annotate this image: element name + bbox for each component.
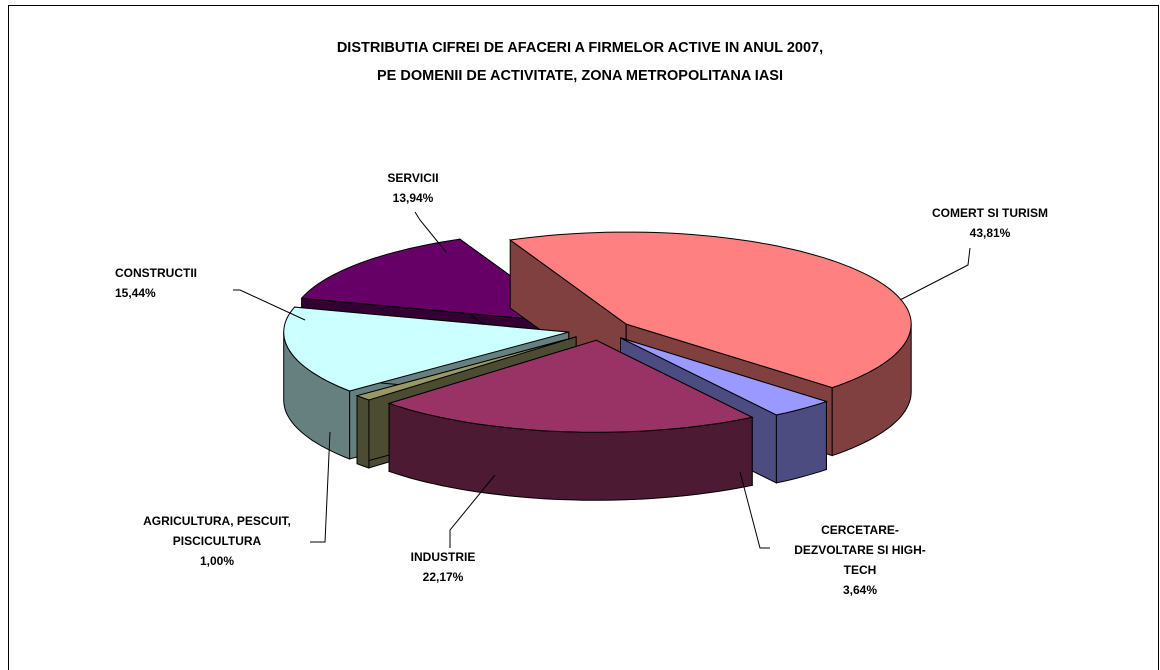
- leader-line: [449, 474, 496, 548]
- pie: [283, 231, 912, 501]
- value-label: 43,81%: [969, 226, 1011, 240]
- frame: [8, 5, 1159, 670]
- slice: [387, 339, 754, 433]
- slice-label: AGRICULTURA, PESCUIT, PISCICULTURA 1,00%: [132, 511, 302, 571]
- value-label: 13,94%: [392, 191, 434, 205]
- value-label: 15,44%: [115, 286, 156, 300]
- chart-title: PE DOMENII DE ACTIVITATE, ZONA METROPOLI…: [377, 68, 783, 84]
- category-label: CERCETARE-DEZVOLTARE SI HIGH-TECH: [794, 523, 926, 577]
- category-label: AGRICULTURA, PESCUIT, PISCICULTURA: [143, 514, 291, 548]
- slice: [283, 306, 569, 392]
- slice-label: INDUSTRIE 22,17%: [383, 547, 503, 587]
- leader-line: [899, 247, 971, 301]
- slice-label: SERVICII 13,94%: [363, 168, 463, 208]
- slice-label: CONSTRUCTII 15,44%: [115, 263, 235, 303]
- slice: [300, 238, 578, 324]
- slice-label: COMERT SI TURISM 43,81%: [900, 203, 1080, 243]
- value-label: 1,00%: [199, 554, 235, 568]
- leader-line: [233, 289, 306, 321]
- slice: [355, 336, 577, 401]
- category-label: COMERT SI TURISM: [932, 206, 1048, 220]
- leader-line: [310, 431, 331, 543]
- leader-line: [414, 211, 447, 253]
- slice: [508, 231, 912, 389]
- slice-label: CERCETARE-DEZVOLTARE SI HIGH-TECH 3,64%: [770, 520, 950, 600]
- category-label: INDUSTRIE: [410, 550, 476, 564]
- value-label: 3,64%: [842, 583, 878, 597]
- slice-wall: [356, 394, 370, 469]
- leader-line: [739, 471, 770, 549]
- chart-title: DISTRIBUTIA CIFREI DE AFACERI A FIRMELOR…: [336, 40, 824, 56]
- value-label: 22,17%: [422, 570, 464, 584]
- category-label: SERVICII: [387, 171, 439, 185]
- category-label: CONSTRUCTII: [115, 266, 197, 280]
- slice: [620, 337, 829, 416]
